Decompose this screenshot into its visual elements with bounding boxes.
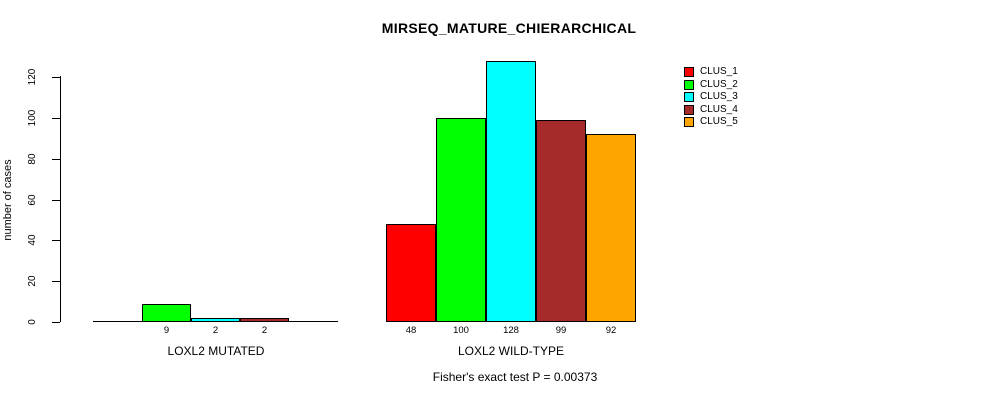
bar-value-label: 9 (163, 325, 170, 336)
legend-swatch-clus_2 (684, 80, 694, 90)
legend-label-clus_2: CLUS_2 (700, 79, 738, 90)
y-axis-label: number of cases (2, 159, 14, 241)
bar-value-label: 100 (453, 325, 469, 336)
y-axis-tick-label: 120 (27, 68, 38, 86)
y-axis-tick-label: 100 (27, 109, 38, 127)
bar-value-label: 128 (503, 325, 519, 336)
bar-value-label: 48 (405, 325, 417, 336)
y-axis-tick-label: 80 (27, 153, 38, 165)
bar-clus_3-mutated (191, 318, 240, 322)
y-axis-tick-label: 0 (27, 319, 38, 325)
y-axis-tick-label: 60 (27, 194, 38, 206)
bar-clus_3-wild-type (486, 61, 536, 322)
y-axis-tick-label: 40 (27, 234, 38, 246)
legend-swatch-clus_1 (684, 67, 694, 77)
y-axis-tick (52, 77, 60, 78)
bar-clus_2-wild-type (436, 118, 486, 322)
legend-label-clus_4: CLUS_4 (700, 104, 738, 115)
group-label-wild-type: LOXL2 WILD-TYPE (457, 344, 565, 358)
y-axis-tick (52, 240, 60, 241)
y-axis-tick (52, 118, 60, 119)
legend-swatch-clus_5 (684, 117, 694, 127)
y-axis-tick (52, 322, 60, 323)
bar-value-label: 2 (212, 325, 219, 336)
y-axis-tick-label: 20 (27, 275, 38, 287)
chart-title: MIRSEQ_MATURE_CHIERARCHICAL (381, 20, 637, 36)
y-axis-tick (52, 159, 60, 160)
legend-label-clus_5: CLUS_5 (700, 116, 738, 127)
bar-clus_1-wild-type (386, 224, 436, 322)
bar-value-label: 99 (555, 325, 567, 336)
bar-clus_4-mutated (240, 318, 289, 322)
bar-clus_5-wild-type (586, 134, 636, 322)
y-axis-tick (52, 281, 60, 282)
legend-label-clus_3: CLUS_3 (700, 91, 738, 102)
y-axis-line (60, 76, 61, 322)
group-label-mutated: LOXL2 MUTATED (167, 344, 265, 358)
bar-clus_2-mutated (142, 304, 191, 322)
bar-value-label: 2 (261, 325, 268, 336)
fisher-test-annotation: Fisher's exact test P = 0.00373 (432, 370, 598, 384)
y-axis-tick (52, 200, 60, 201)
bar-clus_4-wild-type (536, 120, 586, 322)
bar-value-label: 92 (605, 325, 617, 336)
legend-label-clus_1: CLUS_1 (700, 66, 738, 77)
legend-swatch-clus_4 (684, 105, 694, 115)
legend-swatch-clus_3 (684, 92, 694, 102)
